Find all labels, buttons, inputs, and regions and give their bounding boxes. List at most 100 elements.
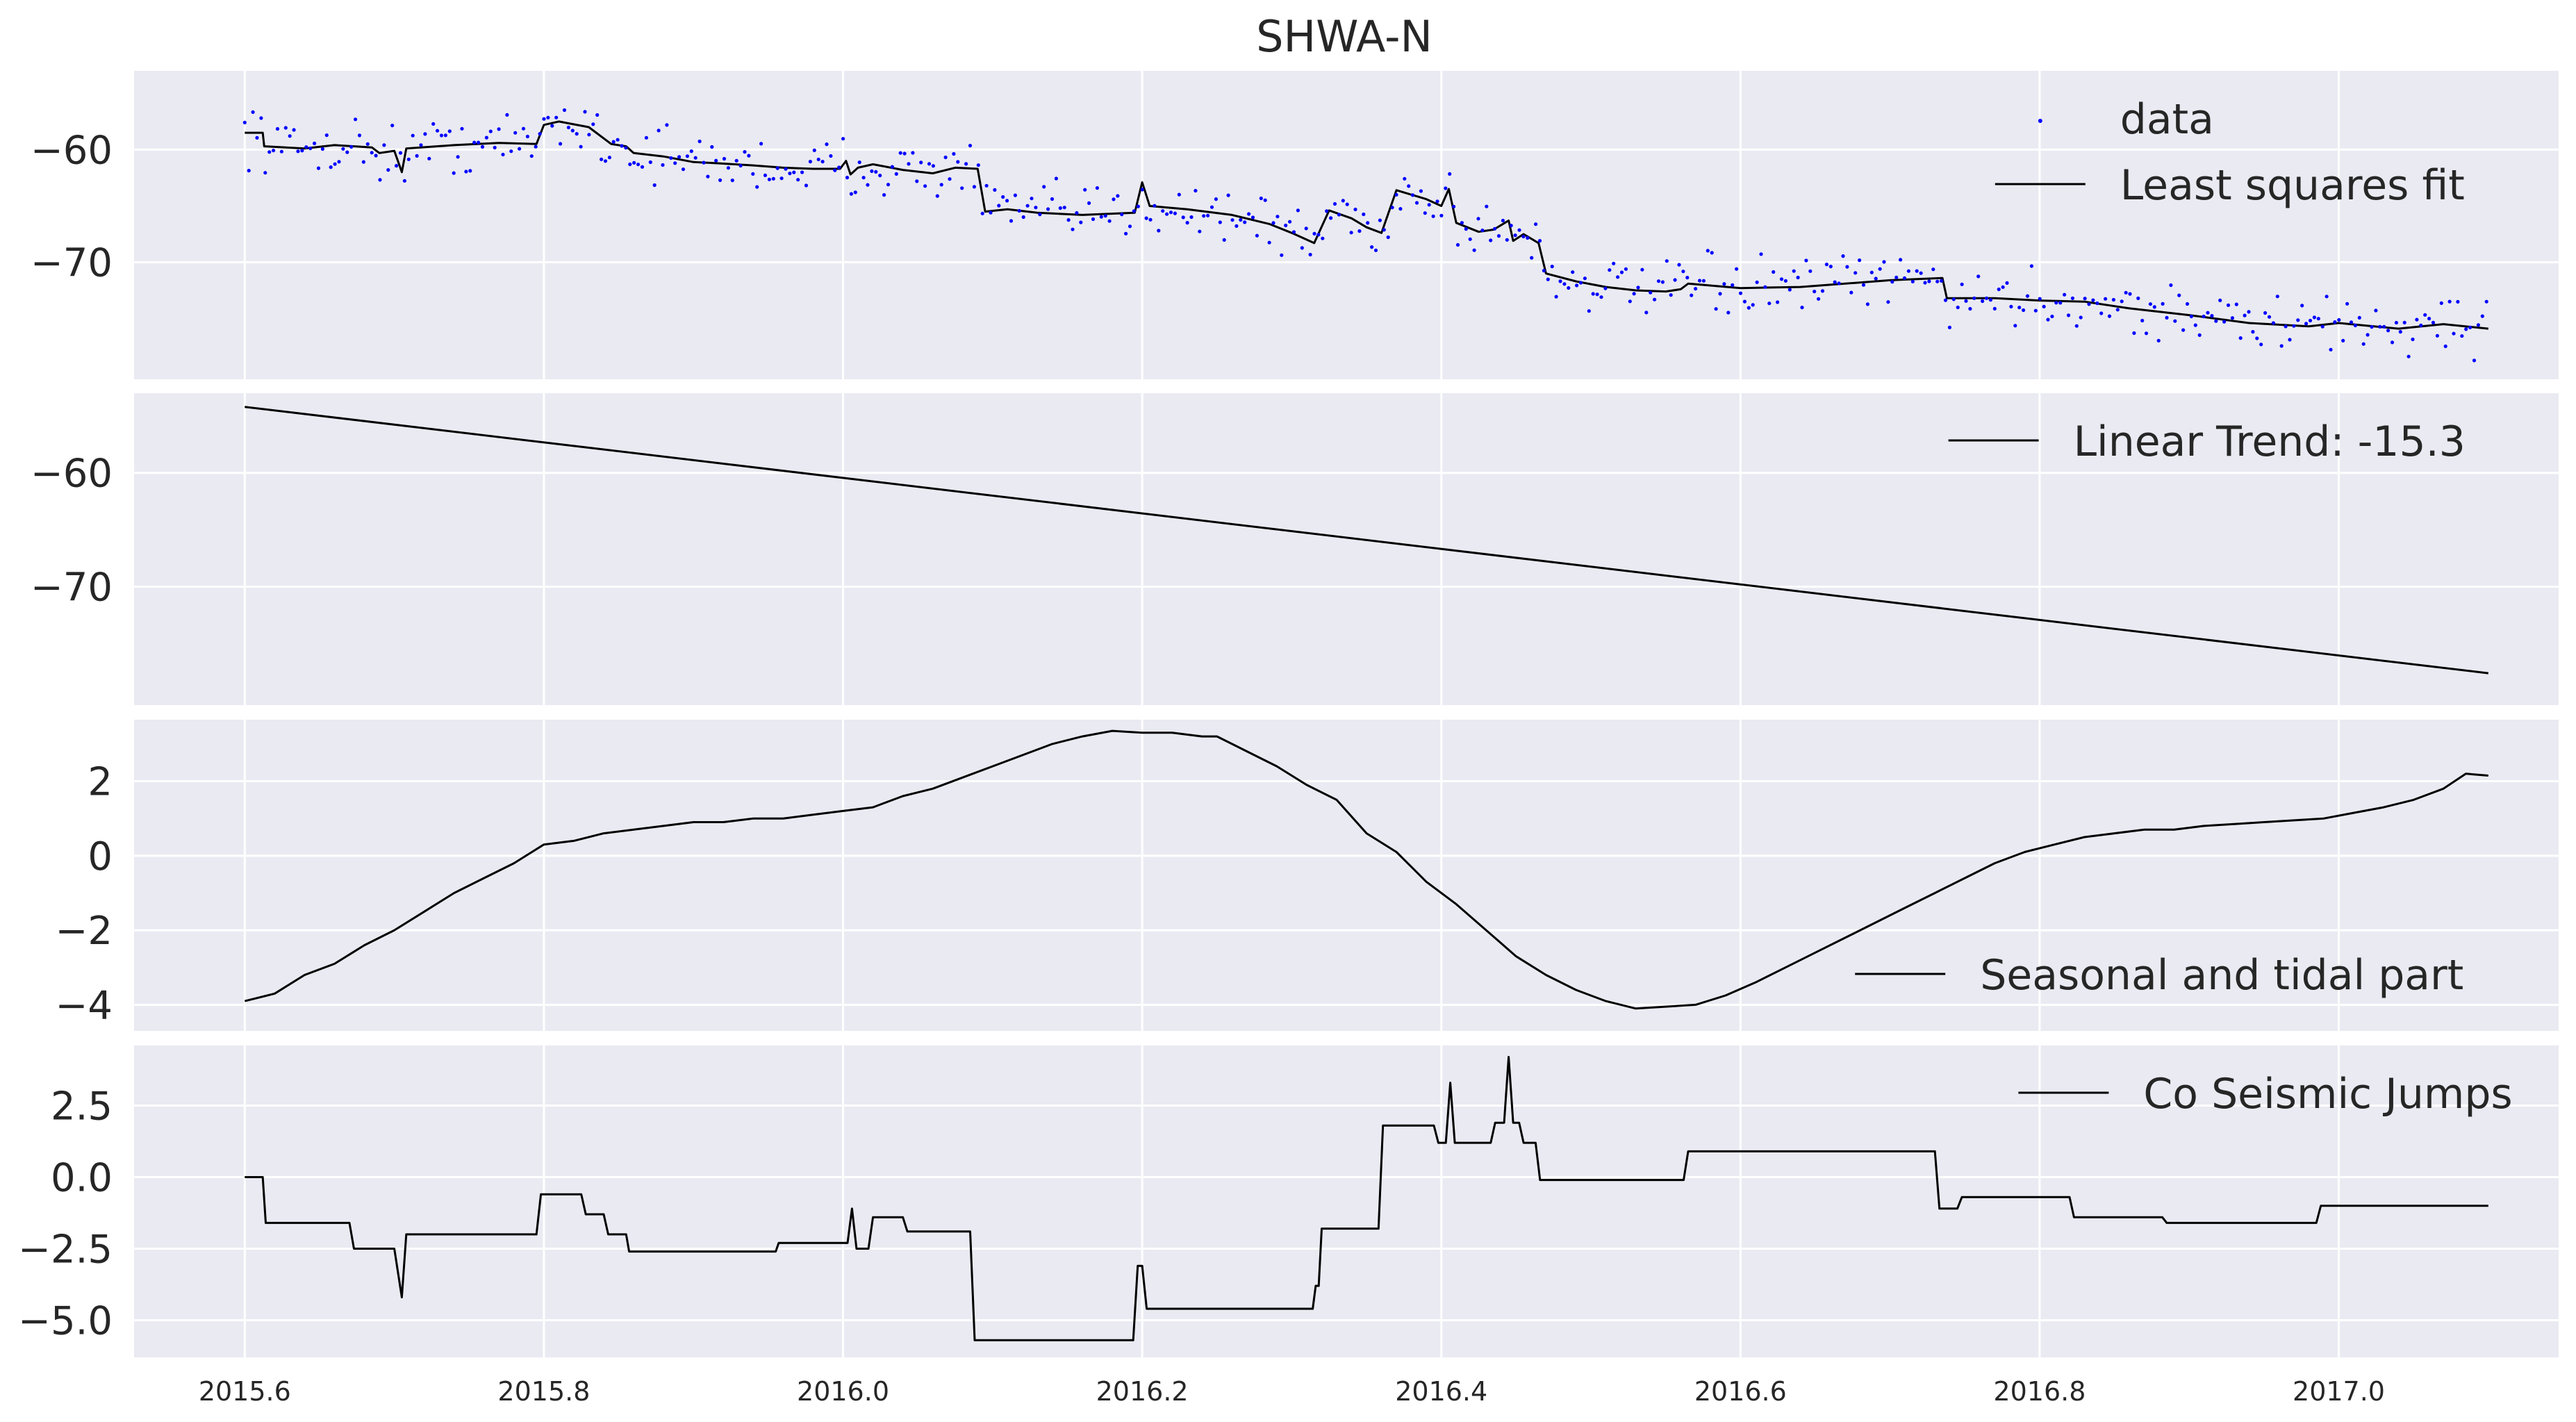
data-point — [759, 142, 763, 146]
data-point — [337, 160, 341, 164]
data-point — [984, 183, 989, 188]
data-point — [2140, 318, 2145, 323]
data-point — [993, 188, 997, 192]
data-point — [1250, 215, 1255, 220]
data-point — [2316, 317, 2320, 321]
data-point — [2063, 292, 2067, 297]
data-point — [857, 160, 861, 165]
data-point — [2468, 325, 2472, 329]
data-point — [2357, 315, 2361, 320]
data-point — [595, 113, 600, 117]
data-point — [1649, 290, 1653, 295]
data-point — [2255, 336, 2259, 340]
data-point — [2288, 338, 2292, 342]
data-point — [1214, 197, 1218, 201]
legend-entry: Least squares fit — [1995, 161, 2465, 210]
y-tick-label: −5.0 — [18, 1298, 113, 1344]
data-point — [300, 149, 304, 153]
data-point — [472, 140, 477, 144]
data-point — [283, 126, 288, 130]
data-point — [2386, 329, 2391, 333]
data-point — [943, 155, 948, 160]
data-point — [2107, 314, 2112, 318]
data-point — [763, 173, 768, 177]
data-point — [2079, 315, 2083, 320]
data-point — [320, 147, 324, 151]
data-point — [1653, 297, 1657, 301]
panel-background — [134, 71, 2559, 379]
series-line — [245, 120, 2488, 330]
data-point — [382, 143, 386, 147]
data-point — [1858, 258, 1862, 263]
data-point — [1464, 227, 1468, 231]
data-point — [620, 144, 624, 148]
data-point — [2148, 302, 2152, 306]
data-point — [1792, 269, 1796, 273]
data-point — [1927, 279, 1931, 283]
data-point — [263, 171, 267, 175]
data-point — [1755, 280, 1759, 284]
data-point — [1427, 203, 1431, 207]
data-point — [1455, 242, 1460, 247]
data-point — [513, 131, 518, 135]
data-point — [1112, 197, 1116, 201]
data-point — [1767, 301, 1772, 306]
data-point — [1140, 188, 1144, 192]
data-point — [1255, 233, 1259, 238]
data-point — [1132, 209, 1136, 213]
data-point — [259, 116, 263, 120]
data-point — [361, 160, 366, 164]
data-point — [2197, 333, 2202, 337]
data-point — [997, 204, 1001, 208]
data-point — [2415, 317, 2419, 322]
data-point — [1669, 293, 1673, 297]
data-point — [2308, 318, 2313, 323]
data-point — [2218, 298, 2222, 302]
data-point — [1956, 305, 1960, 310]
data-point — [1608, 268, 1612, 272]
data-point — [1435, 199, 1439, 204]
data-point — [587, 133, 591, 137]
data-point — [2124, 290, 2128, 295]
x-tick-label: 2016.8 — [1993, 1376, 2086, 1407]
data-point — [2050, 314, 2054, 319]
data-point — [738, 163, 743, 168]
data-point — [324, 133, 329, 138]
data-point — [2243, 313, 2247, 317]
data-point — [2058, 301, 2063, 305]
data-point — [1772, 270, 1776, 274]
data-point — [1759, 252, 1763, 256]
data-point — [1878, 267, 1882, 271]
data-point — [677, 155, 682, 159]
data-point — [722, 156, 727, 161]
data-point — [2169, 283, 2173, 288]
data-point — [2095, 301, 2099, 306]
data-point — [1603, 286, 1608, 290]
data-point — [2136, 296, 2140, 300]
data-point — [1616, 275, 1620, 279]
data-point — [2427, 317, 2431, 321]
data-point — [1079, 220, 1083, 224]
y-tick-label: −2 — [55, 909, 113, 954]
data-point — [2214, 319, 2218, 323]
data-point — [1813, 290, 1817, 294]
data-point — [1890, 280, 1894, 284]
data-point — [825, 142, 829, 147]
data-point — [1001, 195, 1005, 199]
data-point — [1935, 279, 1940, 283]
data-point — [1300, 246, 1304, 250]
data-point — [1206, 213, 1210, 217]
data-point — [1259, 196, 1263, 201]
data-point — [611, 140, 616, 144]
data-point — [2091, 298, 2095, 302]
data-point — [2054, 301, 2058, 305]
data-point — [518, 147, 522, 151]
data-point — [1722, 282, 1726, 286]
data-point — [1521, 234, 1526, 239]
data-point — [378, 178, 382, 182]
data-point — [788, 172, 792, 176]
data-point — [402, 179, 407, 183]
data-point — [2402, 320, 2406, 324]
data-point — [894, 172, 898, 176]
data-point — [1899, 258, 1903, 262]
